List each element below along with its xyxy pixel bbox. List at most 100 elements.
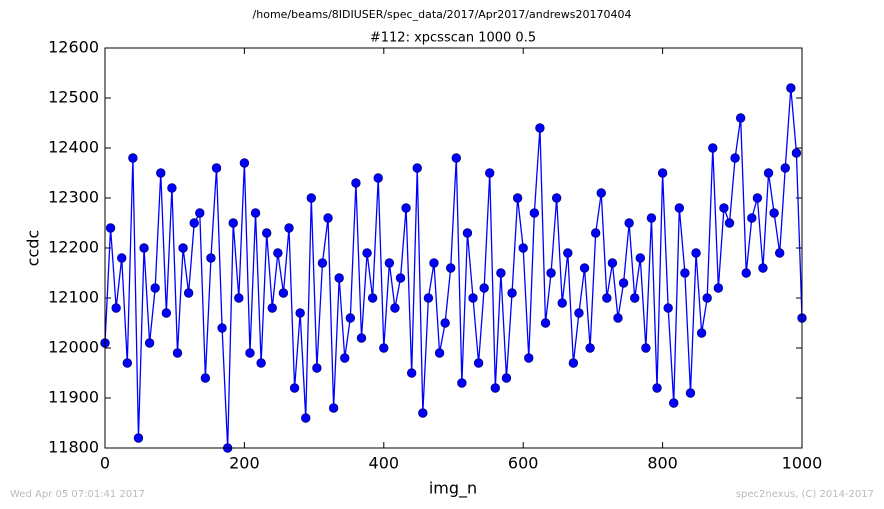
- data-point: [786, 83, 796, 93]
- x-axis-label: img_n: [429, 479, 477, 499]
- data-point: [702, 293, 712, 303]
- data-point: [674, 203, 685, 213]
- data-point: [635, 253, 645, 263]
- data-point: [301, 413, 311, 423]
- data-point: [585, 343, 595, 353]
- data-point: [685, 388, 696, 398]
- data-point: [747, 213, 757, 223]
- data-line: [104, 87, 803, 449]
- y-axis-label: ccdc: [24, 230, 43, 267]
- y-tick-label: 12500: [48, 88, 99, 107]
- data-point: [563, 248, 573, 258]
- data-point: [434, 348, 445, 358]
- x-tick-label: 200: [229, 454, 260, 473]
- data-point: [167, 183, 177, 193]
- data-point: [373, 173, 383, 183]
- data-point: [624, 218, 634, 228]
- y-tick-label: 12600: [48, 38, 99, 57]
- data-point: [273, 248, 283, 258]
- y-tick-label: 11900: [48, 388, 99, 407]
- data-point: [518, 243, 528, 253]
- y-tick-label: 12400: [48, 138, 99, 157]
- x-tick-label: 1000: [782, 454, 823, 473]
- data-point: [596, 188, 606, 198]
- data-point: [579, 263, 590, 273]
- x-tick-label: 600: [508, 454, 539, 473]
- data-point: [590, 228, 601, 238]
- data-point: [462, 228, 473, 238]
- data-point: [412, 163, 422, 173]
- data-point: [401, 203, 411, 213]
- data-point: [540, 318, 551, 328]
- y-tick-label: 12200: [48, 238, 99, 257]
- data-point: [200, 373, 211, 383]
- data-point: [317, 258, 328, 268]
- data-point: [507, 288, 517, 298]
- y-tick-label: 11800: [48, 438, 99, 457]
- data-point: [295, 308, 305, 318]
- data-point: [613, 313, 623, 323]
- data-point: [139, 243, 149, 253]
- data-point: [379, 343, 389, 353]
- data-point: [457, 378, 467, 388]
- y-tick-label: 12300: [48, 188, 99, 207]
- data-point: [406, 368, 417, 378]
- data-point: [752, 193, 763, 203]
- y-tick-label: 12000: [48, 338, 99, 357]
- data-point: [156, 168, 166, 178]
- data-point: [557, 298, 567, 308]
- data-point: [602, 293, 612, 303]
- data-point: [289, 383, 300, 393]
- data-point: [568, 358, 579, 368]
- data-point: [367, 293, 378, 303]
- data-point: [117, 253, 127, 263]
- x-tick-label: 0: [100, 454, 110, 473]
- data-point: [758, 263, 768, 273]
- data-point: [161, 308, 172, 318]
- data-point: [340, 353, 350, 363]
- data-point: [183, 288, 194, 298]
- data-point: [763, 168, 774, 178]
- data-point: [133, 433, 144, 443]
- data-point: [211, 163, 222, 173]
- footer-right: spec2nexus, (C) 2014-2017: [736, 489, 874, 500]
- data-point: [691, 248, 701, 258]
- data-point: [284, 223, 294, 233]
- data-point: [105, 223, 116, 233]
- data-point: [245, 348, 255, 358]
- data-point: [228, 218, 238, 228]
- data-point: [680, 268, 690, 278]
- footer-left: Wed Apr 05 07:01:41 2017: [10, 489, 145, 500]
- data-point: [663, 303, 673, 313]
- data-point: [630, 293, 640, 303]
- data-point: [485, 168, 495, 178]
- data-point: [234, 293, 244, 303]
- data-point: [206, 253, 216, 263]
- data-point: [334, 273, 344, 283]
- data-point: [122, 358, 133, 368]
- data-point: [741, 268, 751, 278]
- data-point: [356, 333, 367, 343]
- data-point: [524, 353, 534, 363]
- data-point: [256, 358, 266, 368]
- data-point: [735, 113, 746, 123]
- data-point: [473, 358, 484, 368]
- data-point: [730, 153, 740, 163]
- data-point: [669, 398, 679, 408]
- data-point: [429, 258, 439, 268]
- x-tick-label: 400: [369, 454, 400, 473]
- data-point: [345, 313, 356, 323]
- data-point: [713, 283, 724, 293]
- data-point: [328, 403, 339, 413]
- data-point: [312, 363, 322, 373]
- data-point: [574, 308, 584, 318]
- data-point: [111, 303, 121, 313]
- data-point: [189, 218, 199, 228]
- suptitle: /home/beams/8IDIUSER/spec_data/2017/Apr2…: [253, 8, 632, 21]
- x-tick-label: 800: [647, 454, 678, 473]
- data-point: [178, 243, 188, 253]
- data-point: [150, 283, 160, 293]
- data-point: [362, 248, 372, 258]
- data-point: [384, 258, 395, 268]
- data-point: [323, 213, 333, 223]
